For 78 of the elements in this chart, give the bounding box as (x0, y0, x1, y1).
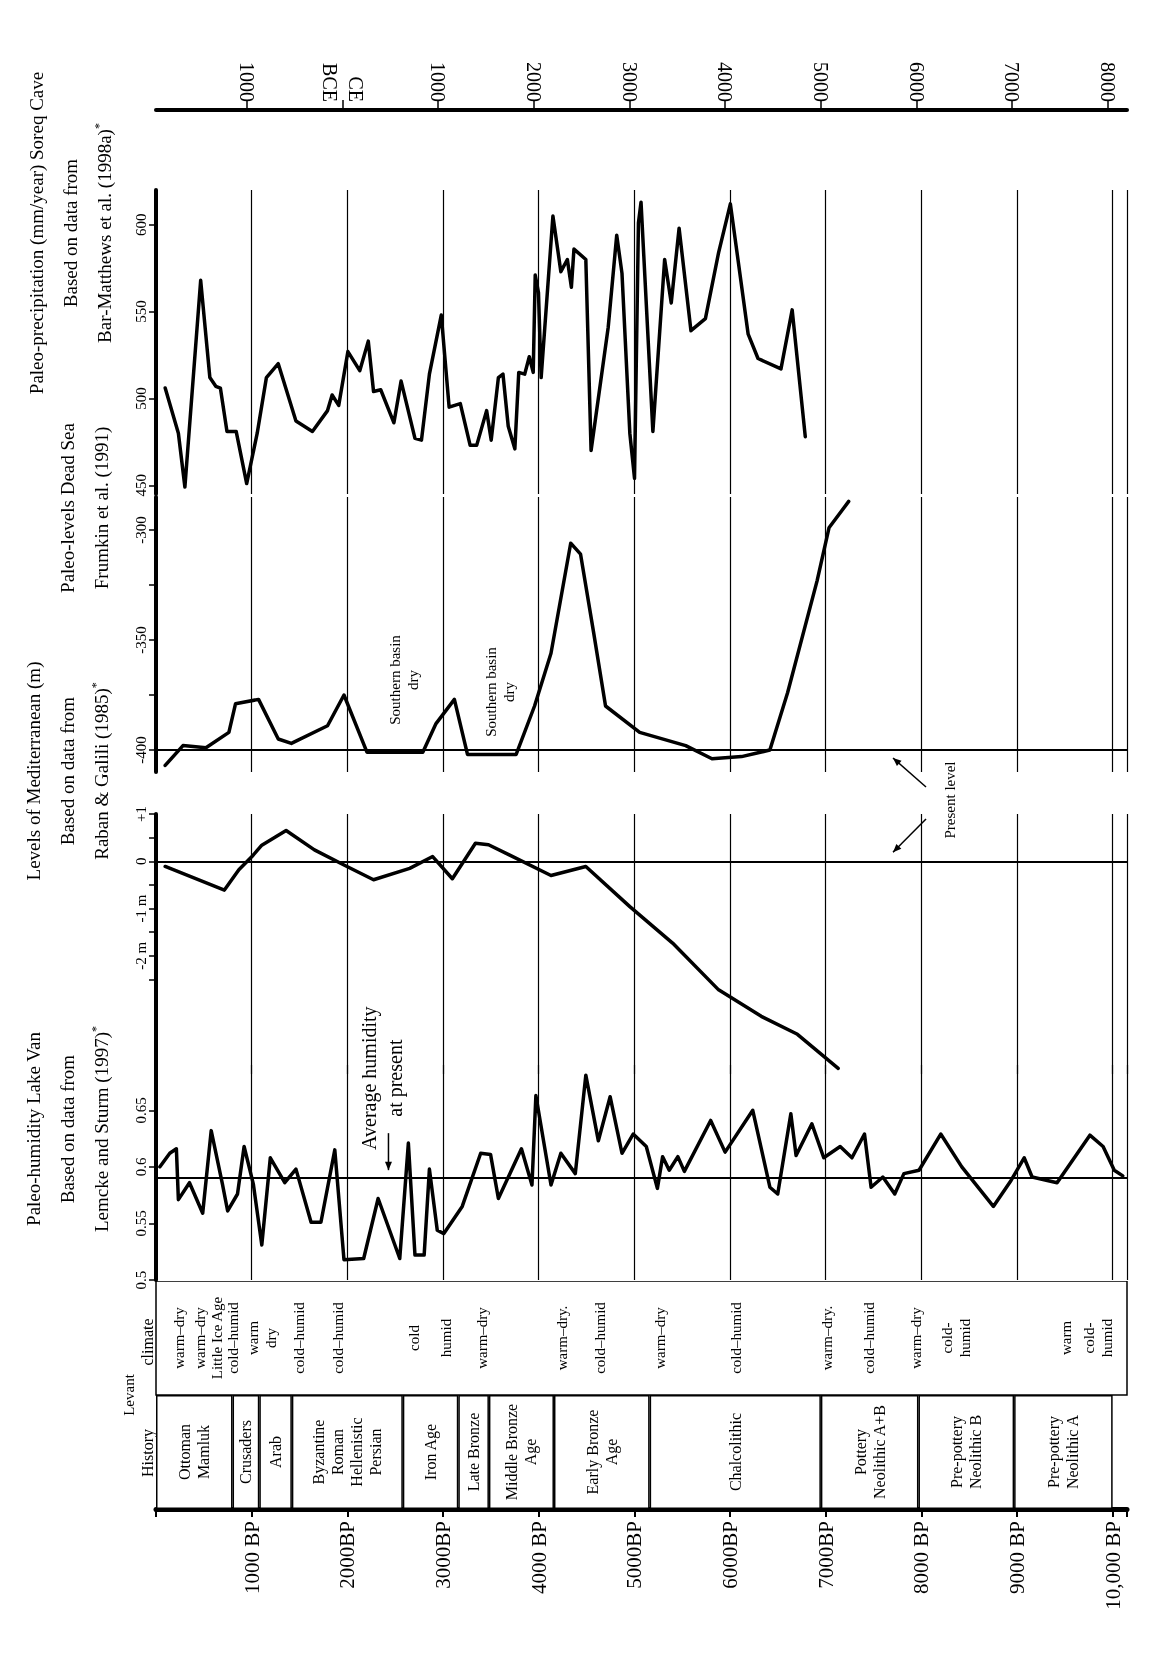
x-tick-label: 6000BP (717, 1521, 742, 1589)
text: cold- humid (939, 1318, 973, 1358)
y-tick-label: 450 (132, 474, 149, 497)
text: warm–dry (192, 1306, 208, 1369)
text: warm dry (245, 1320, 279, 1356)
y-tick-label: -2 m (132, 941, 149, 970)
series-label: Arab (267, 1436, 285, 1468)
y-tick-label: 550 (132, 300, 149, 323)
y-tick-label: 0 (132, 857, 149, 866)
x-tick-label: 8000 BP (909, 1521, 934, 1594)
text: Little Ice Age (209, 1296, 225, 1380)
y-tick-label: +1 (132, 806, 149, 822)
y-tick-label: 0.65 (132, 1097, 149, 1124)
series-label: Late Bronze (465, 1412, 483, 1492)
text: warm–dry (171, 1306, 187, 1369)
y-tick-label: 0.6 (132, 1156, 149, 1177)
text: cold–humid (592, 1301, 608, 1374)
text: cold- humid (1081, 1318, 1115, 1358)
text: Paleo-precipitation (mm/year) Soreq Cave Based on data from Bar-Matthews et al. (1998a)* (25, 71, 116, 395)
series-label: Byzantine Roman Hellenistic Persian (310, 1417, 385, 1487)
y-tick-label: 0.5 (132, 1270, 149, 1290)
x2-tick-label: 1000 (235, 62, 258, 102)
y-tick-label: 0.55 (132, 1210, 149, 1237)
text: cold–humid (861, 1301, 877, 1374)
y-tick-label: -1 m (132, 894, 149, 923)
series-label: Pre-pottery Neolithic B (948, 1414, 985, 1490)
chart-title: Paleo-levels Dead Sea Frumkin et al. (1991) (56, 422, 113, 593)
text: cold–humid (330, 1301, 346, 1374)
text: warm–dry (652, 1306, 668, 1369)
x2-tick-label: 4000 (714, 62, 737, 102)
chart-title: Levels of Mediterranean (m) Based on data from Raban & Galili (1985)* (22, 661, 113, 881)
text: cold–humid (728, 1301, 744, 1374)
x-tick-label: 5000BP (622, 1521, 647, 1589)
text: warm (1058, 1320, 1074, 1356)
y-tick-label: -350 (132, 626, 149, 654)
x2-tick-label: 7000 (1001, 62, 1024, 102)
series-label: Middle Bronze Age (503, 1403, 541, 1501)
text: History (138, 1429, 157, 1477)
x2-tick-label: 2000 (522, 62, 545, 102)
series-label: Pottery Neolithic A+B (851, 1405, 888, 1499)
x2-tick-label: 3000 (618, 62, 641, 102)
text: warm–dry (908, 1306, 924, 1369)
x-tick-label: 4000 BP (526, 1521, 551, 1594)
series-label: Early Bronze Age (583, 1409, 621, 1495)
x2-tick-label: 6000 (905, 62, 928, 102)
series-label: Ottoman Mamluk (176, 1424, 213, 1480)
text: warm–dry. (554, 1305, 570, 1371)
text: Paleo-humidity Lake Van Based on data from Lemcke and Sturm (1997)* (22, 1026, 113, 1232)
text: cold (406, 1324, 422, 1351)
x-tick-label: 9000 BP (1004, 1521, 1029, 1594)
text: cold–humid (291, 1301, 307, 1374)
y-tick-label: -400 (132, 736, 149, 764)
series-label: Pre-pottery Neolithic A (1045, 1414, 1082, 1490)
x-tick-label: 1000 BP (239, 1521, 264, 1594)
annotation: Southern basin dry (483, 646, 517, 737)
x-tick-label: 2000BP (335, 1521, 360, 1589)
text: climate (138, 1318, 156, 1366)
x2-tick-label: 1000 (427, 62, 450, 102)
x2-tick-label: 8000 (1096, 62, 1119, 102)
text: humid (438, 1318, 454, 1358)
text: warm–dry (474, 1306, 490, 1369)
series-label: Crusaders (237, 1420, 255, 1484)
text: cold–humid (225, 1301, 241, 1374)
y-tick-label: -300 (132, 516, 149, 544)
annotation: Average humidity at present (358, 1006, 408, 1150)
x-tick-label: 7000BP (813, 1521, 838, 1589)
series-label: Iron Age (422, 1423, 441, 1481)
annotation: Present level (942, 761, 958, 839)
x2-tick-label: CE BCE (318, 63, 367, 102)
x-tick-label: 10,000 BP (1100, 1521, 1125, 1610)
text: Levant (121, 1373, 137, 1416)
text: warm–dry. (819, 1305, 835, 1371)
x2-tick-label: 5000 (809, 62, 832, 102)
series-label: Chalcolithic (726, 1412, 744, 1492)
annotation: Southern basin dry (387, 634, 421, 725)
y-tick-label: 500 (132, 387, 149, 410)
x-tick-label: 3000BP (431, 1521, 455, 1589)
y-tick-label: 600 (132, 213, 149, 236)
